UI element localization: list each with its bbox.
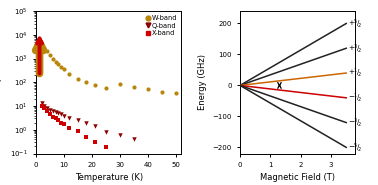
X-axis label: Temperature (K): Temperature (K) <box>74 174 143 182</box>
Y-axis label: $T_1$ (μs): $T_1$ (μs) <box>0 68 4 97</box>
Text: $-^1\!/\!_2$: $-^1\!/\!_2$ <box>348 92 362 104</box>
Text: $+^5\!/\!_2$: $+^5\!/\!_2$ <box>348 17 362 30</box>
Y-axis label: Energy (GHz): Energy (GHz) <box>198 54 207 110</box>
Text: $-^3\!/\!_2$: $-^3\!/\!_2$ <box>348 116 362 129</box>
Legend: W-band, Q-band, X-band: W-band, Q-band, X-band <box>145 14 178 37</box>
Text: $+^1\!/\!_2$: $+^1\!/\!_2$ <box>348 67 362 79</box>
Text: $-^5\!/\!_2$: $-^5\!/\!_2$ <box>348 141 362 154</box>
Text: $+^3\!/\!_2$: $+^3\!/\!_2$ <box>348 42 362 55</box>
X-axis label: Magnetic Field (T): Magnetic Field (T) <box>260 174 335 182</box>
